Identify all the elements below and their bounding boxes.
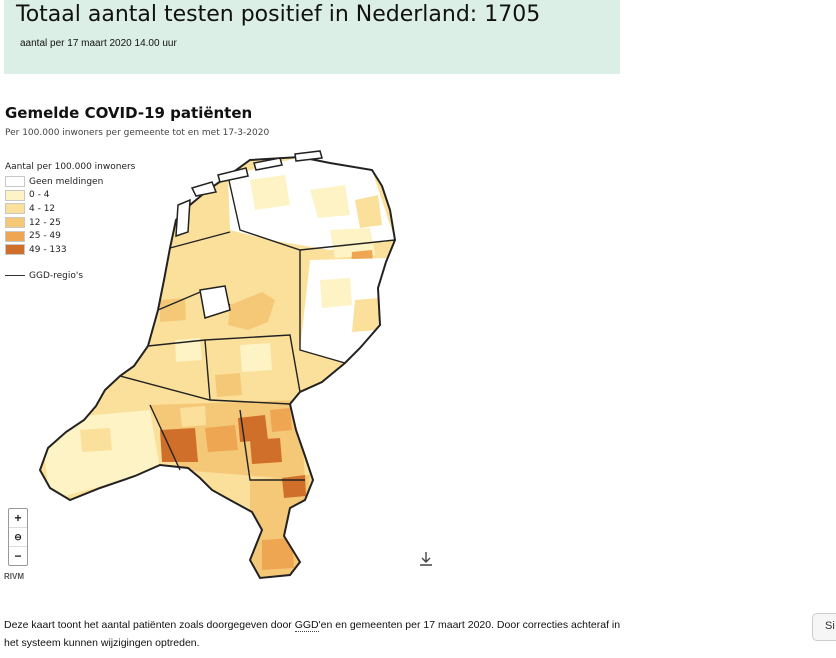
netherlands-choropleth-map[interactable] bbox=[0, 150, 420, 580]
legend-item: 12 - 25 bbox=[5, 216, 135, 230]
legend-swatch bbox=[5, 176, 25, 188]
legend-swatch bbox=[5, 189, 25, 201]
zoom-out-button[interactable]: − bbox=[14, 549, 22, 563]
map-legend: Aantal per 100.000 inwoners Geen melding… bbox=[5, 162, 135, 281]
country-outline bbox=[38, 155, 397, 580]
map-description: Deze kaart toont het aantal patiënten zo… bbox=[4, 616, 624, 652]
municipality-layer bbox=[40, 157, 395, 578]
total-positive-date: aantal per 17 maart 2020 14.00 uur bbox=[20, 38, 177, 49]
zoom-control: + ⊖ − bbox=[8, 508, 28, 566]
boundary-line-swatch bbox=[5, 275, 25, 277]
legend-item: 0 - 4 bbox=[5, 189, 135, 203]
legend-label: 12 - 25 bbox=[29, 217, 61, 228]
summary-banner: Totaal aantal testen positief in Nederla… bbox=[4, 0, 620, 74]
legend-swatch bbox=[5, 244, 25, 256]
legend-boundary-item: GGD-regio's bbox=[5, 271, 135, 281]
legend-label: 25 - 49 bbox=[29, 231, 61, 242]
legend-title: Aantal per 100.000 inwoners bbox=[5, 162, 136, 172]
legend-item: 49 - 133 bbox=[5, 243, 135, 257]
legend-swatch bbox=[5, 230, 25, 242]
legend-item: Geen meldingen bbox=[5, 175, 135, 189]
ggd-term[interactable]: GGD bbox=[294, 619, 319, 632]
map-subtitle: Per 100.000 inwoners per gemeente tot en… bbox=[5, 128, 270, 138]
description-text-start: Deze kaart toont het aantal patiënten zo… bbox=[4, 619, 295, 631]
download-icon[interactable] bbox=[418, 551, 434, 567]
side-button[interactable]: Si bbox=[812, 613, 836, 641]
legend-swatch bbox=[5, 217, 25, 229]
legend-label: 0 - 4 bbox=[29, 190, 50, 201]
legend-boundary-label: GGD-regio's bbox=[29, 270, 84, 281]
map-title: Gemelde COVID-19 patiënten bbox=[5, 104, 253, 122]
description-text-end: 'en en gemeenten per 17 maart 2020. Door… bbox=[4, 619, 621, 649]
legend-label: 4 - 12 bbox=[29, 203, 56, 214]
map-credit: RIVM bbox=[4, 572, 24, 581]
legend-label: 49 - 133 bbox=[29, 244, 67, 255]
ijsselmeer bbox=[199, 285, 231, 319]
legend-label: Geen meldingen bbox=[29, 176, 104, 187]
wadden-islands bbox=[175, 150, 323, 238]
legend-item: 25 - 49 bbox=[5, 229, 135, 243]
ggd-region-lines bbox=[119, 175, 396, 481]
legend-item: 4 - 12 bbox=[5, 202, 135, 216]
total-positive-title: Totaal aantal testen positief in Nederla… bbox=[16, 2, 541, 27]
legend-swatch bbox=[5, 203, 25, 215]
zoom-reset-button[interactable]: ⊖ bbox=[9, 527, 27, 547]
zoom-in-button[interactable]: + bbox=[14, 511, 22, 525]
